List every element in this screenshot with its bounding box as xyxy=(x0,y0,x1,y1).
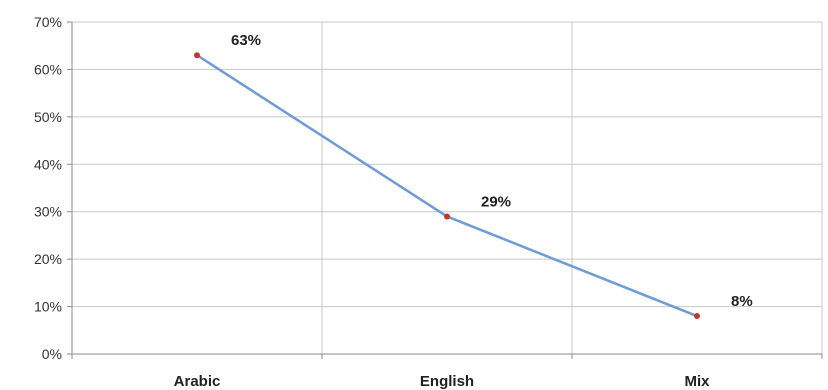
y-tick-label: 70% xyxy=(34,14,62,30)
y-axis-tick-labels: 0% 10% 20% 30% 40% 50% 60% 70% xyxy=(34,14,62,362)
data-point-marker xyxy=(444,213,450,220)
series-line xyxy=(196,54,698,318)
axes xyxy=(67,21,823,359)
y-tick-label: 50% xyxy=(34,109,62,125)
data-label: 8% xyxy=(731,293,753,310)
x-category-label: English xyxy=(420,373,474,390)
data-point-marker xyxy=(694,313,700,320)
x-category-label: Mix xyxy=(684,373,710,390)
y-tick-label: 30% xyxy=(34,204,62,220)
data-label: 63% xyxy=(231,32,261,49)
data-labels: 63% 29% 8% xyxy=(231,32,753,310)
data-point-marker xyxy=(194,52,200,59)
data-label: 29% xyxy=(481,193,511,210)
y-tick-label: 10% xyxy=(34,299,62,315)
grid-lines xyxy=(72,21,823,354)
x-axis-category-labels: Arabic English Mix xyxy=(174,373,710,390)
series-line-path xyxy=(196,54,698,318)
y-tick-label: 0% xyxy=(42,346,62,362)
y-tick-label: 20% xyxy=(34,251,62,267)
y-tick-label: 60% xyxy=(34,61,62,77)
data-markers xyxy=(194,52,700,320)
y-tick-label: 40% xyxy=(34,156,62,172)
x-category-label: Arabic xyxy=(174,373,221,390)
